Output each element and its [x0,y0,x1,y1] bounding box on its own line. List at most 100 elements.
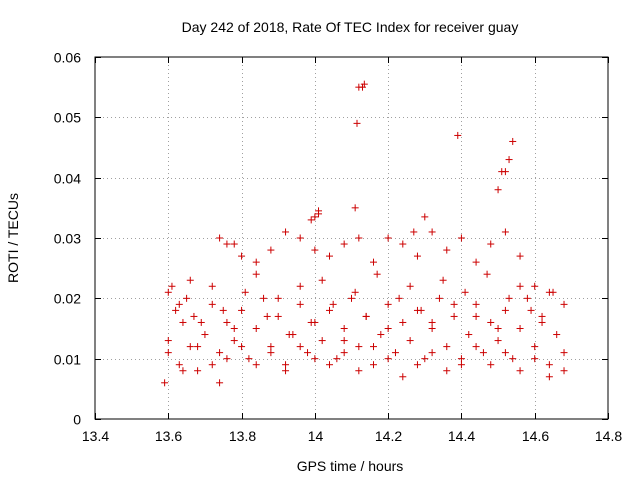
x-tick-label: 14.4 [448,428,475,444]
data-point [399,373,407,381]
data-point [355,234,363,242]
data-point [223,355,231,363]
data-point [311,355,319,363]
data-point [267,349,275,357]
y-tick-label: 0 [73,412,81,428]
data-point [274,312,282,320]
data-point [417,306,425,314]
x-tick-label: 14.8 [595,428,622,444]
data-point [498,168,506,176]
data-point [241,288,249,296]
data-point [197,318,205,326]
data-point [208,361,216,369]
data-point [296,300,304,308]
data-point [194,343,202,351]
data-point [282,228,290,236]
data-point [410,228,418,236]
data-point [296,282,304,290]
data-point [399,318,407,326]
data-point [560,367,568,375]
data-point [245,355,253,363]
data-point [183,294,191,302]
data-point [560,349,568,357]
data-point [369,343,377,351]
data-point [384,234,392,242]
data-point [340,337,348,345]
y-tick-label: 0.03 [54,231,81,247]
data-point [194,367,202,375]
data-point [252,325,260,332]
data-point [494,337,502,345]
data-point [238,306,246,314]
data-point [164,349,172,357]
data-point [384,325,392,332]
data-point [216,234,224,242]
data-point [487,361,495,369]
data-point [373,270,381,278]
data-point [509,355,517,363]
data-point [161,379,169,387]
data-point [263,312,271,320]
data-point [307,216,315,224]
data-point [179,318,187,326]
data-point [391,349,399,357]
data-point [315,207,323,215]
y-tick-label: 0.05 [54,110,81,126]
data-point [428,349,436,357]
x-tick-label: 14.2 [375,428,402,444]
data-point [457,355,465,363]
y-tick-label: 0.01 [54,352,81,368]
y-tick-labels: 0 0.01 0.02 0.03 0.04 0.05 0.06 [54,50,81,428]
data-point [435,294,443,302]
data-point [252,270,260,278]
data-point [406,282,414,290]
data-point [421,213,429,221]
data-point [545,361,553,369]
data-point [333,355,341,363]
data-point [318,276,326,284]
data-point [329,300,337,308]
data-point [501,306,509,314]
data-point [179,367,187,375]
data-point [505,294,513,302]
data-point [538,318,546,326]
data-point [545,288,553,296]
data-point [413,252,421,260]
data-point [472,300,480,308]
data-point [450,300,458,308]
data-point [223,240,231,248]
data-point [326,306,334,314]
data-point [285,331,293,339]
data-point [230,325,238,332]
data-point [190,312,198,320]
data-point [516,252,524,260]
data-point [505,156,513,164]
axis-ticks [95,57,609,420]
data-point [252,361,260,369]
data-point [355,343,363,351]
data-point [238,252,246,260]
data-point [443,246,451,254]
data-point [216,349,224,357]
data-point [494,186,502,194]
data-point [326,252,334,260]
data-point [362,312,370,320]
data-point [304,349,312,357]
data-point [267,343,275,351]
data-point [384,300,392,308]
data-point [267,246,275,254]
data-point [164,288,172,296]
y-tick-label: 0.04 [54,171,81,187]
data-point [545,373,553,381]
data-point [406,337,414,345]
x-tick-label: 13.4 [82,428,109,444]
data-point [516,325,524,332]
data-point [351,288,359,296]
data-point [443,343,451,351]
data-point [318,337,326,345]
data-point [501,349,509,357]
data-point [172,306,180,314]
data-point [428,325,436,332]
data-point [465,331,473,339]
